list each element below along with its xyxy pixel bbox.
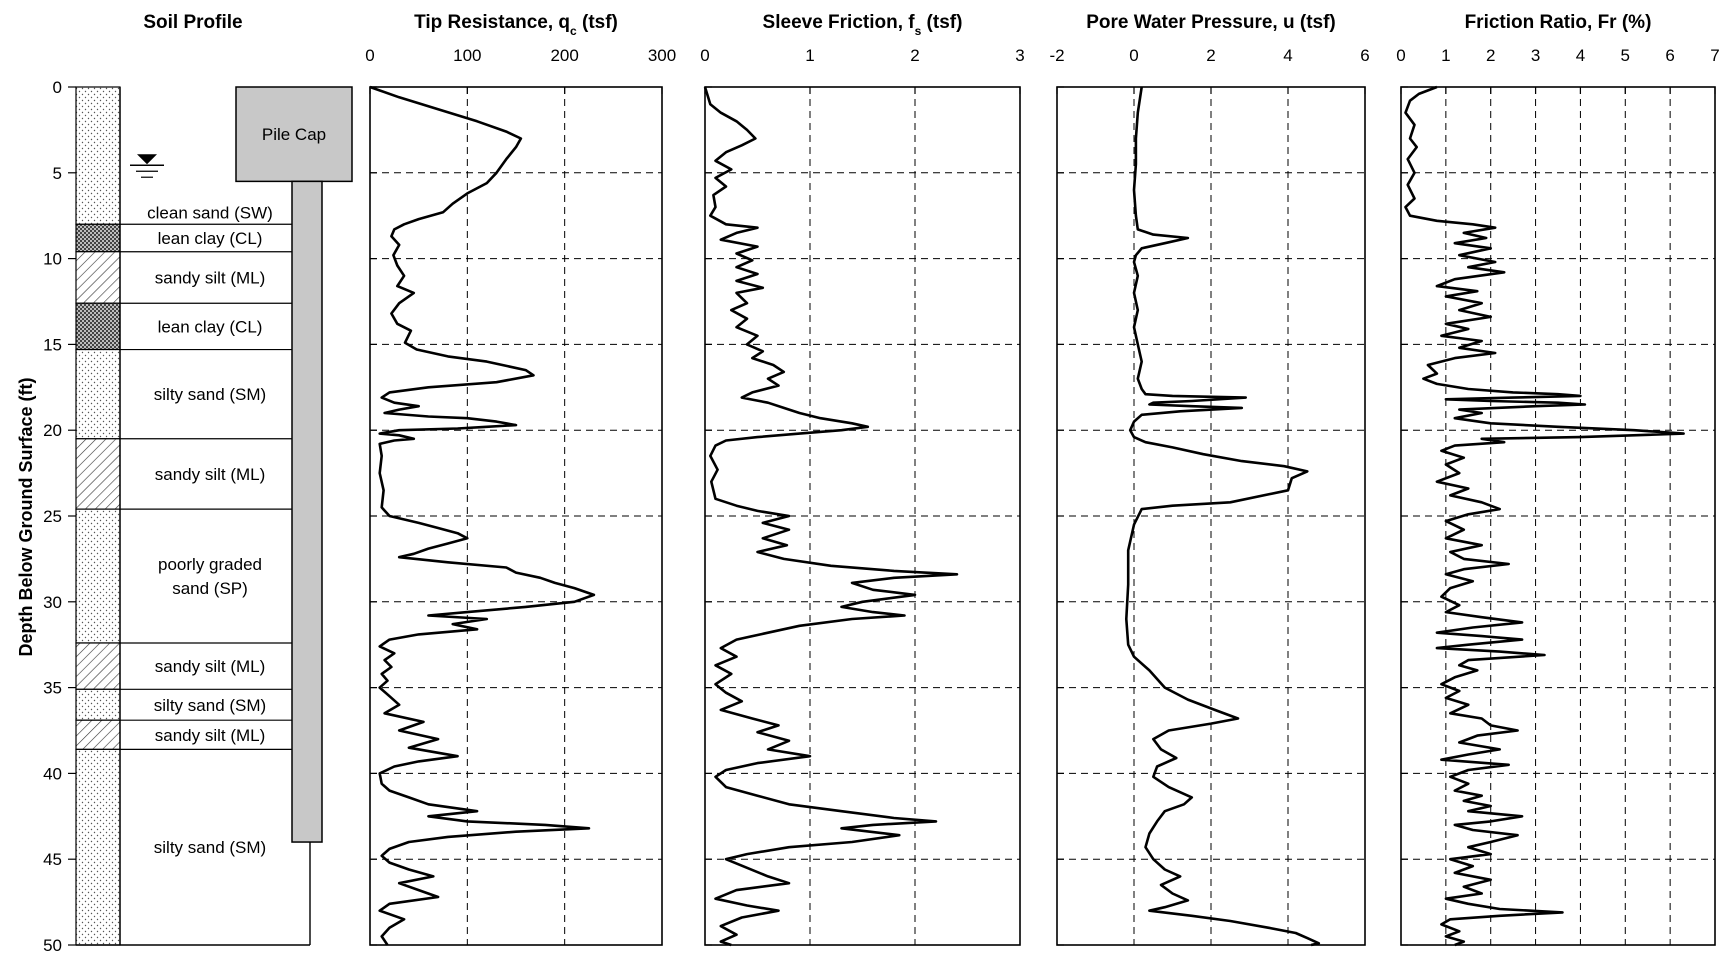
cpt-charts: Tip Resistance, qc (tsf)0 100 200 300Sleeve… — [365, 12, 1720, 947]
chart-3: Friction Ratio, Fr (%) 0 1 2 3 4 5 6 7 — [1396, 12, 1720, 947]
xtick-2-3: 4 — [1283, 46, 1292, 65]
chart-grid-2 — [1057, 87, 1365, 945]
layer-label-3: lean clay (CL) — [158, 317, 263, 336]
xtick-3-6: 6 — [1665, 46, 1674, 65]
xtick-2-4: 6 — [1360, 46, 1369, 65]
layer-pattern-7 — [75, 642, 121, 690]
depth-tick-4: 20 — [43, 421, 62, 440]
series-line-0 — [369, 85, 596, 946]
depth-tick-1: 5 — [53, 164, 62, 183]
water-table-triangle — [137, 154, 157, 165]
chart-0: Tip Resistance, qc (tsf) 0 100 200 300 — [365, 12, 676, 946]
pile-cap-label: Pile Cap — [262, 125, 326, 144]
layer-label-6: poorly graded sand (SP) — [158, 555, 262, 598]
depth-tick-9: 45 — [43, 850, 62, 869]
xtick-2-1: 0 — [1129, 46, 1138, 65]
series-line-2 — [1125, 86, 1321, 947]
layer-label-9: sandy silt (ML) — [155, 726, 266, 745]
series-line-1 — [703, 86, 959, 947]
chart-title-1: Sleeve Friction, fs (tsf) — [763, 12, 963, 38]
depth-tick-labels: 0 5 10 15 20 25 30 35 40 45 50 — [43, 78, 76, 955]
layer-label-top: clean sand (SW) — [147, 203, 273, 222]
layer-label-1: lean clay (CL) — [158, 229, 263, 248]
chart-frame-2 — [1056, 86, 1366, 946]
layer-label-4: silty sand (SM) — [154, 385, 266, 404]
layer-label-8: silty sand (SM) — [154, 696, 266, 715]
depth-tick-2: 10 — [43, 250, 62, 269]
soil-profile-panel: Soil Profile lean clay (CL) sandy silt (M… — [16, 12, 353, 955]
xtick-2-0: -2 — [1049, 46, 1064, 65]
soil-profile-title: Soil Profile — [143, 12, 242, 33]
xtick-1-0: 0 — [700, 46, 709, 65]
depth-tick-5: 25 — [43, 507, 62, 526]
xtick-0-3: 300 — [648, 46, 676, 65]
depth-tick-0: 0 — [53, 78, 62, 97]
layer-pattern-5 — [75, 438, 121, 510]
chart-title-0: Tip Resistance, qc (tsf) — [414, 12, 618, 38]
xtick-1-1: 1 — [805, 46, 814, 65]
layer-label-10: silty sand (SM) — [154, 838, 266, 857]
depth-tick-8: 40 — [43, 764, 62, 783]
layer-pattern-1 — [75, 223, 121, 253]
chart-grid-3 — [1401, 87, 1715, 945]
xtick-3-1: 1 — [1441, 46, 1450, 65]
layer-pattern-3 — [75, 302, 121, 351]
xtick-1-3: 3 — [1015, 46, 1024, 65]
layer-pattern-0 — [75, 86, 121, 225]
xtick-0-1: 100 — [453, 46, 481, 65]
series-line-3 — [1404, 85, 1685, 947]
layer-pattern-4 — [75, 348, 121, 440]
xtick-1-2: 2 — [910, 46, 919, 65]
chart-title-2: Pore Water Pressure, u (tsf) — [1086, 12, 1336, 33]
chart-grid-0 — [370, 87, 662, 945]
chart-grid-1 — [705, 87, 1020, 945]
layer-pattern-6 — [75, 508, 121, 644]
xtick-3-3: 3 — [1531, 46, 1540, 65]
soil-layers: lean clay (CL) sandy silt (ML) lean clay (… — [75, 86, 311, 946]
xtick-0-2: 200 — [550, 46, 578, 65]
layer-label-2: sandy silt (ML) — [155, 268, 266, 287]
layer-label-7: sandy silt (ML) — [155, 657, 266, 676]
pile-drawing: Pile Cap — [235, 86, 353, 843]
depth-tick-10: 50 — [43, 936, 62, 955]
xtick-3-5: 5 — [1621, 46, 1630, 65]
depth-tick-6: 30 — [43, 593, 62, 612]
depth-axis-label: Depth Below Ground Surface (ft) — [16, 377, 36, 656]
pile-shaft — [291, 180, 323, 843]
xtick-3-7: 7 — [1710, 46, 1719, 65]
layer-pattern-9 — [75, 719, 121, 750]
depth-tick-7: 35 — [43, 679, 62, 698]
xtick-2-2: 2 — [1206, 46, 1215, 65]
chart-2: Pore Water Pressure, u (tsf) -2 0 2 4 6 — [1049, 12, 1370, 947]
xtick-3-2: 2 — [1486, 46, 1495, 65]
layer-pattern-2 — [75, 251, 121, 304]
xtick-3-0: 0 — [1396, 46, 1405, 65]
layer-pattern-8 — [75, 688, 121, 721]
pile-cap — [235, 86, 353, 183]
chart-1: Sleeve Friction, fs (tsf) 0 1 2 3 — [700, 12, 1025, 947]
chart-title-3: Friction Ratio, Fr (%) — [1465, 12, 1652, 33]
water-table-icon — [130, 154, 164, 178]
layer-pattern-10 — [75, 748, 121, 946]
layer-label-5: sandy silt (ML) — [155, 465, 266, 484]
depth-tick-3: 15 — [43, 335, 62, 354]
xtick-3-4: 4 — [1576, 46, 1585, 65]
xtick-0-0: 0 — [365, 46, 374, 65]
